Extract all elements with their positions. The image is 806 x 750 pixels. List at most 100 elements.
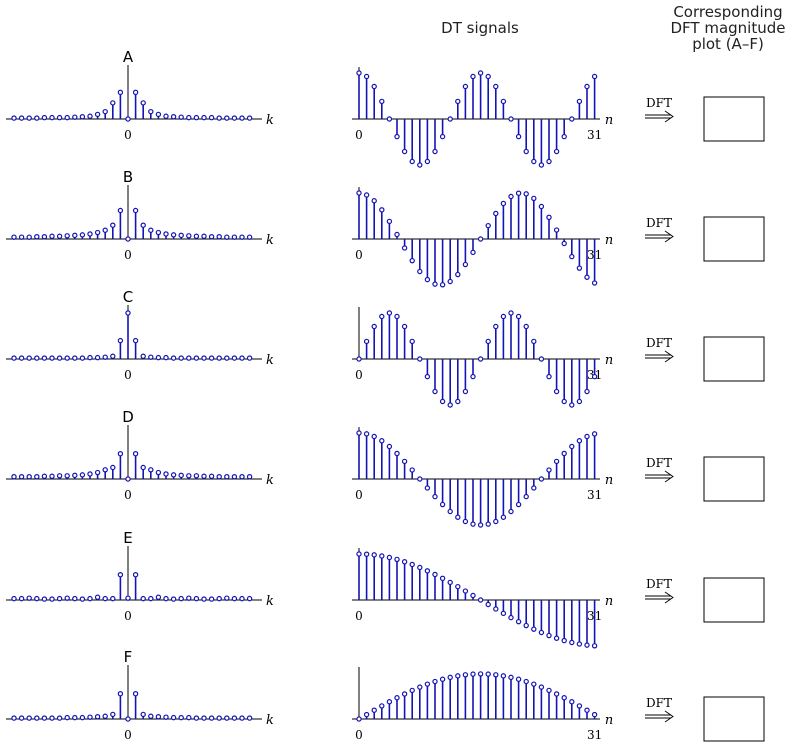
magnitude-marker (79, 113, 86, 120)
signal-marker (424, 681, 431, 687)
header-line-3: plot (A–F) (692, 35, 764, 53)
magnitude-marker (170, 596, 177, 602)
signal-marker (447, 278, 453, 285)
magnitude-marker (110, 464, 116, 471)
n-axis-label: n (605, 594, 613, 609)
signal-marker (538, 203, 545, 210)
magnitude-marker (79, 472, 86, 478)
magnitude-marker (72, 114, 78, 120)
arrow-head (664, 591, 674, 604)
signal-marker (439, 398, 446, 405)
magnitude-marker (34, 233, 40, 240)
signal-marker (401, 458, 408, 465)
magnitude-marker (201, 715, 207, 721)
magnitude-marker (125, 310, 131, 316)
magnitude-marker (117, 572, 124, 578)
magnitude-marker (34, 715, 40, 721)
signal-marker (356, 716, 362, 722)
magnitude-plot-D: D 0 k (6, 408, 274, 502)
magnitude-marker (163, 354, 169, 361)
signal-marker (401, 245, 408, 251)
magnitude-marker (178, 114, 184, 120)
signal-marker (485, 338, 491, 345)
signal-marker (447, 116, 453, 122)
signal-marker (394, 450, 400, 457)
signal-plot-A: 0 31n (352, 67, 613, 168)
magnitude-marker (110, 595, 116, 602)
magnitude-marker (170, 355, 177, 361)
answer-box (703, 456, 765, 502)
magnitude-marker (186, 114, 192, 121)
signal-marker (379, 703, 385, 709)
header-corresponding: Corresponding DFT magnitude plot (A–F) (648, 4, 806, 52)
signal-marker (515, 313, 522, 320)
n-axis-label: n (605, 353, 613, 368)
dft-arrow-label: DFT (646, 216, 672, 230)
header-dt-signals: DT signals (441, 19, 519, 37)
n-tick-zero: 0 (355, 368, 363, 382)
magnitude-plot-C: C 0 k (6, 288, 274, 382)
k-tick-zero: 0 (124, 488, 132, 502)
signal-marker (493, 518, 499, 525)
signal-marker (379, 313, 385, 320)
magnitude-marker (239, 715, 245, 721)
signal-marker (432, 493, 438, 500)
signal-marker (569, 116, 575, 122)
signal-marker (386, 310, 393, 316)
magnitude-marker (155, 469, 162, 476)
signal-marker (371, 552, 377, 558)
signal-marker (531, 485, 537, 491)
signal-marker (500, 673, 507, 679)
signal-marker (576, 703, 583, 709)
signal-marker (462, 83, 469, 90)
magnitude-marker (224, 595, 230, 601)
magnitude-marker (216, 233, 222, 240)
signal-marker (432, 148, 438, 155)
signal-marker (591, 431, 598, 437)
magnitude-marker (41, 355, 48, 361)
signal-marker (591, 711, 598, 718)
signal-marker (576, 438, 583, 444)
magnitude-marker (224, 474, 230, 480)
arrow-head (664, 470, 674, 483)
plot-label: C (123, 288, 133, 306)
signal-marker (523, 191, 529, 197)
magnitude-marker (49, 715, 55, 721)
magnitude-marker (140, 595, 146, 602)
signal-marker (485, 222, 491, 229)
magnitude-marker (140, 222, 146, 228)
magnitude-marker (64, 114, 70, 121)
signal-marker (515, 133, 522, 140)
magnitude-marker (224, 234, 230, 240)
magnitude-marker (102, 227, 108, 233)
signal-marker (432, 571, 438, 578)
magnitude-marker (49, 355, 55, 361)
k-tick-zero: 0 (124, 248, 132, 262)
n-axis-label: n (605, 473, 613, 488)
magnitude-marker (246, 474, 253, 480)
magnitude-marker (148, 354, 154, 360)
signal-marker (462, 588, 469, 594)
signal-marker (515, 676, 522, 682)
magnitude-marker (18, 715, 25, 721)
signal-marker (508, 614, 514, 621)
signal-marker (363, 192, 370, 198)
header-line-1: Corresponding (673, 3, 783, 21)
signal-marker (584, 83, 590, 90)
magnitude-marker (186, 595, 192, 601)
signal-marker (409, 338, 415, 345)
magnitude-marker (216, 355, 222, 361)
magnitude-marker (193, 595, 200, 602)
signal-marker (531, 681, 537, 687)
magnitude-marker (186, 355, 192, 361)
signal-marker (363, 431, 370, 437)
k-axis-label: k (266, 233, 274, 248)
magnitude-marker (224, 715, 230, 721)
signal-marker (508, 193, 514, 200)
signal-marker (379, 438, 385, 444)
signal-marker (424, 276, 431, 283)
n-tick-zero: 0 (355, 248, 363, 262)
signal-marker (561, 695, 567, 701)
signal-marker (379, 98, 385, 105)
magnitude-marker (216, 115, 222, 121)
